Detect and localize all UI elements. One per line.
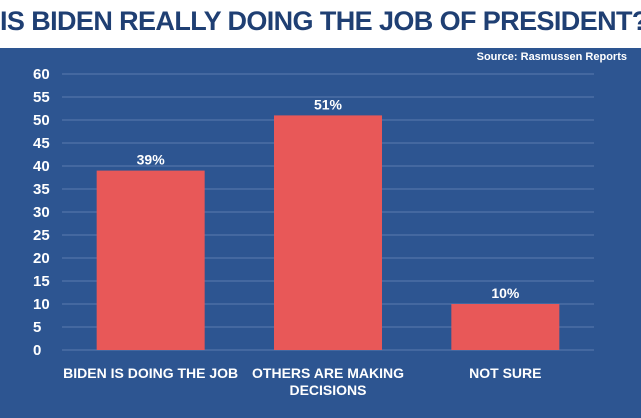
y-tick-label: 50 [33,112,50,129]
category-label-line: BIDEN IS DOING THE JOB [63,365,238,381]
y-tick-label: 40 [33,158,50,175]
title-banner: IS BIDEN REALLY DOING THE JOB OF PRESIDE… [0,0,641,48]
y-tick-label: 0 [33,342,41,359]
source-note: Source: Rasmussen Reports [476,51,627,63]
data-label-2: 51% [314,96,343,112]
y-axis-ticks: 0 5 10 15 20 25 30 35 40 45 50 55 60 [33,66,50,359]
category-label-line: DECISIONS [289,382,366,398]
bar-1 [96,170,205,350]
y-tick-label: 45 [33,135,50,152]
y-tick-label: 55 [33,89,50,106]
data-label-3: 10% [491,285,520,301]
y-tick-label: 10 [33,296,50,313]
y-tick-label: 25 [33,227,50,244]
category-label-1: BIDEN IS DOING THE JOB [63,365,238,381]
category-label-line: NOT SURE [469,365,541,381]
category-label-2: OTHERS ARE MAKING DECISIONS [252,365,404,398]
data-labels: 39% 51% 10% [137,96,520,301]
y-tick-label: 30 [33,204,50,221]
bars [96,115,560,351]
category-label-3: NOT SURE [469,365,541,381]
bar-2 [274,115,382,351]
y-tick-label: 60 [33,66,50,83]
y-tick-label: 15 [33,273,50,290]
data-label-1: 39% [137,152,166,168]
y-tick-label: 20 [33,250,50,267]
bar-3 [451,304,560,350]
category-labels: BIDEN IS DOING THE JOB OTHERS ARE MAKING D… [63,365,541,398]
category-label-line: OTHERS ARE MAKING [252,365,404,381]
chart-title: IS BIDEN REALLY DOING THE JOB OF PRESIDE… [0,6,641,36]
y-tick-label: 35 [33,181,50,198]
y-tick-label: 5 [33,319,41,336]
